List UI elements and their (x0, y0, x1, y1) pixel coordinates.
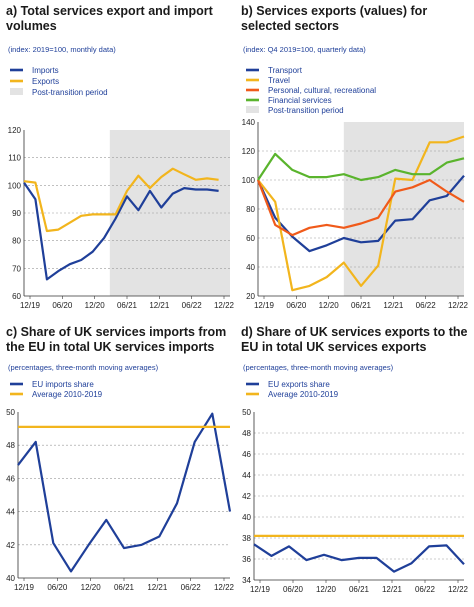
x-tick-label: 12/20 (81, 583, 102, 592)
panel-c-subtitle: (percentages, three-month moving average… (8, 363, 159, 372)
x-tick-label: 06/20 (286, 301, 307, 310)
x-tick-label: 12/20 (316, 585, 337, 594)
y-tick-label: 20 (246, 292, 255, 301)
x-tick-label: 12/22 (448, 585, 469, 594)
x-tick-label: 12/19 (250, 585, 271, 594)
x-tick-label: 12/21 (382, 585, 403, 594)
panel-d-subtitle: (percentages, three-month moving average… (243, 363, 394, 372)
legend-label: Imports (32, 66, 59, 75)
y-tick-label: 120 (8, 126, 22, 135)
y-tick-label: 48 (242, 429, 251, 438)
y-tick-label: 42 (242, 492, 251, 501)
x-tick-label: 12/20 (85, 301, 106, 310)
x-tick-label: 12/19 (254, 301, 275, 310)
legend-label: Personal, cultural, recreational (268, 86, 376, 95)
legend-swatch (10, 88, 23, 95)
y-tick-label: 140 (242, 118, 256, 127)
x-tick-label: 12/22 (214, 301, 235, 310)
panel-a-title: a) Total services export and import volu… (6, 4, 213, 33)
panel-d-title: d) Share of UK services exports to the E… (241, 325, 468, 354)
y-tick-label: 50 (6, 408, 15, 417)
y-tick-label: 100 (8, 181, 22, 190)
y-tick-label: 60 (12, 292, 21, 301)
chart-panel-d: 34 36 38 40 42 44 46 48 50 12/19 06/20 12/20 06/21 12… (242, 380, 468, 594)
x-tick-label: 12/19 (20, 301, 41, 310)
y-tick-label: 36 (242, 555, 251, 564)
y-tick-label: 120 (242, 147, 256, 156)
series-line-2 (256, 178, 465, 237)
y-tick-label: 40 (6, 574, 15, 583)
panel-b-subtitle: (index: Q4 2019=100, quarterly data) (243, 45, 366, 54)
y-tick-label: 38 (242, 534, 251, 543)
y-tick-label: 42 (6, 541, 15, 550)
series-line-0 (23, 181, 219, 281)
y-tick-label: 40 (246, 263, 255, 272)
y-tick-label: 46 (242, 450, 251, 459)
x-tick-label: 12/21 (149, 301, 170, 310)
x-tick-label: 06/21 (349, 585, 370, 594)
x-tick-label: 06/20 (47, 583, 68, 592)
x-tick-label: 06/22 (182, 301, 203, 310)
legend-swatch (246, 106, 259, 113)
x-tick-label: 12/22 (214, 583, 235, 592)
y-tick-label: 100 (242, 176, 256, 185)
legend-label: Post-transition period (32, 88, 108, 97)
y-tick-label: 60 (246, 234, 255, 243)
y-tick-label: 44 (242, 471, 251, 480)
x-tick-label: 06/22 (416, 301, 437, 310)
x-tick-label: 06/21 (117, 301, 138, 310)
y-tick-label: 90 (12, 209, 21, 218)
y-tick-label: 70 (12, 264, 21, 273)
legend-label: EU imports share (32, 380, 94, 389)
chart-panel-c: 40 42 44 46 48 50 12/19 06/20 12/20 06/21 12/21 06/… (6, 380, 234, 592)
panel-c-title: c) Share of UK services imports from the… (6, 325, 227, 354)
y-tick-label: 50 (242, 408, 251, 417)
y-tick-label: 40 (242, 513, 251, 522)
x-tick-label: 12/21 (383, 301, 404, 310)
x-tick-label: 06/22 (181, 583, 202, 592)
series-line-1 (257, 135, 465, 292)
x-tick-label: 12/21 (147, 583, 168, 592)
legend-label: Transport (268, 66, 303, 75)
x-tick-label: 06/20 (283, 585, 304, 594)
y-tick-label: 34 (242, 576, 251, 585)
series-line-3 (257, 152, 465, 182)
x-tick-label: 12/20 (319, 301, 340, 310)
series-line-1 (23, 167, 219, 233)
y-tick-label: 48 (6, 441, 15, 450)
legend-label: Financial services (268, 96, 332, 105)
legend-label: Average 2010-2019 (32, 390, 103, 399)
panel-a-subtitle: (index: 2019=100, monthly data) (8, 45, 116, 54)
x-tick-label: 12/19 (14, 583, 35, 592)
x-tick-label: 06/20 (52, 301, 73, 310)
series-line-0 (17, 412, 232, 573)
y-tick-label: 110 (8, 154, 21, 163)
legend-label: Exports (32, 77, 59, 86)
chart-panel-b: 20 40 60 80 100 120 140 12/19 06/20 12/20 06/21 12/… (242, 66, 469, 310)
x-tick-label: 06/21 (114, 583, 135, 592)
legend-label: Travel (268, 76, 290, 85)
y-tick-label: 80 (12, 237, 21, 246)
y-tick-label: 46 (6, 474, 15, 483)
y-tick-label: 80 (246, 205, 255, 214)
series-line-0 (256, 174, 465, 253)
series-line-0 (253, 543, 465, 573)
x-tick-label: 06/21 (351, 301, 372, 310)
legend-label: Average 2010-2019 (268, 390, 339, 399)
x-tick-label: 12/22 (448, 301, 469, 310)
y-tick-label: 44 (6, 508, 15, 517)
legend-label: EU exports share (268, 380, 330, 389)
panel-b-title: b) Services exports (values) for selecte… (241, 4, 428, 33)
x-tick-label: 06/22 (415, 585, 436, 594)
chart-panel-a: 60 70 80 90 100 110 120 12/19 06/20 12/20 06/21 12/… (8, 66, 235, 310)
legend-label: Post-transition period (268, 106, 344, 115)
